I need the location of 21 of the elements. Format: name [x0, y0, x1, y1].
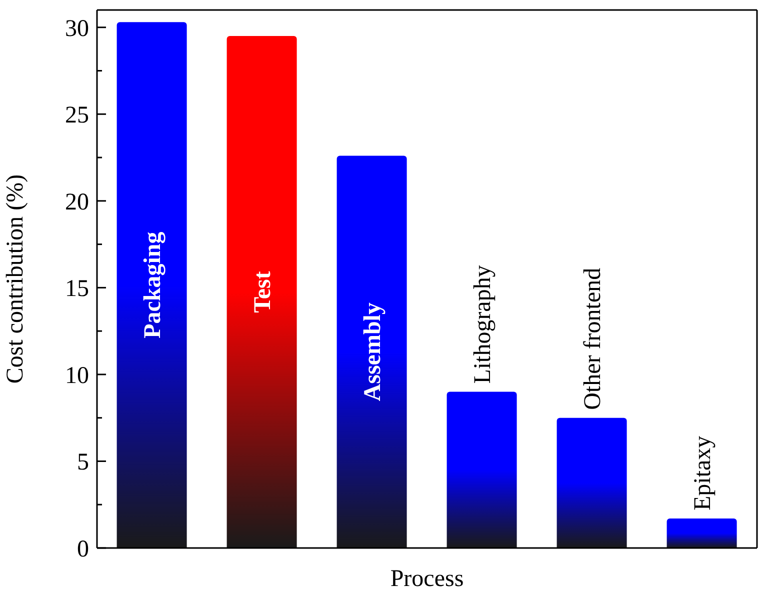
x-tick-label: Epitaxy [690, 436, 716, 510]
y-tick-label: 10 [65, 362, 89, 389]
y-tick-label: 25 [65, 102, 89, 129]
y-tick-label: 5 [77, 450, 89, 476]
y-tick-label: 0 [77, 536, 89, 562]
y-tick-label: 15 [65, 276, 89, 302]
x-tick-label: Test [250, 271, 276, 313]
x-tick-label: Lithography [470, 265, 496, 384]
y-tick-label: 20 [65, 189, 89, 216]
bar [446, 392, 517, 548]
y-tick-label: 30 [65, 16, 89, 42]
bar [666, 518, 737, 548]
x-tick-label: Packaging [140, 232, 166, 338]
x-tick-label: Other frontend [580, 268, 606, 410]
bar [336, 156, 407, 548]
x-axis-title: Process [390, 566, 464, 592]
bar [226, 36, 297, 548]
bar [556, 418, 627, 548]
bar [116, 22, 187, 548]
y-axis-title: Cost contribution (%) [2, 174, 29, 384]
x-tick-label: Assembly [360, 302, 386, 402]
